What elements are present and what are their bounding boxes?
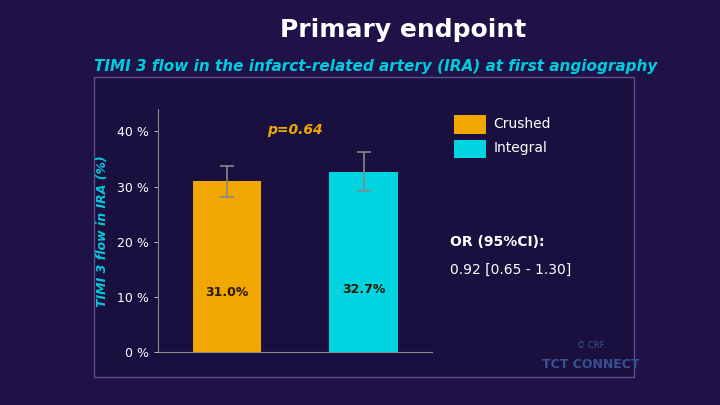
Bar (193, 181, 261, 352)
Text: 0.92 [0.65 - 1.30]: 0.92 [0.65 - 1.30] (450, 263, 571, 277)
Text: TCT CONNECT: TCT CONNECT (541, 358, 639, 371)
Text: © CRF: © CRF (577, 341, 604, 350)
Text: Primary endpoint: Primary endpoint (280, 18, 526, 42)
Y-axis label: TIMI 3 flow in IRA (%): TIMI 3 flow in IRA (%) (96, 155, 109, 307)
Text: TIMI 3 flow in the infarct-related artery (IRA) at first angiography: TIMI 3 flow in the infarct-related arter… (94, 59, 657, 74)
Bar (330, 172, 398, 352)
Text: OR (95%CI):: OR (95%CI): (450, 235, 544, 249)
Text: Integral: Integral (493, 141, 547, 155)
Text: 31.0%: 31.0% (205, 286, 248, 299)
Text: p=0.64: p=0.64 (267, 123, 323, 137)
Text: Crushed: Crushed (493, 117, 551, 130)
Text: 32.7%: 32.7% (342, 283, 385, 296)
